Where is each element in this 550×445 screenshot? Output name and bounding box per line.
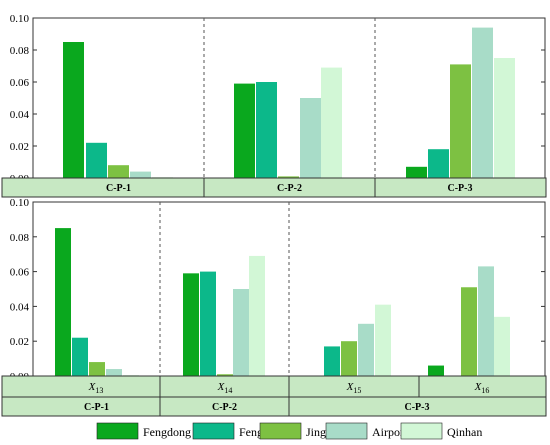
- bar-fengdong: [406, 166, 427, 178]
- bar-airport: [106, 369, 122, 376]
- category-label-sub: 13: [95, 386, 103, 395]
- legend: Fengdong Fengxi Jinghe Airport Qinhan: [96, 422, 482, 440]
- bar-airport: [233, 289, 249, 376]
- group-label: C-P-1: [84, 402, 109, 413]
- category-label-base: X: [346, 381, 355, 393]
- bar-jinghe: [461, 287, 477, 376]
- y-tick-label: 0.02: [10, 336, 29, 348]
- bar-qinhan: [494, 316, 510, 376]
- bar-airport: [300, 98, 321, 178]
- panel-top: 0.000.020.040.060.080.10C-P-1C-P-2C-P-3: [1, 13, 547, 198]
- group-band: [1, 396, 547, 417]
- y-tick-label: 0.04: [10, 109, 30, 121]
- bar-fengdong: [55, 228, 71, 376]
- legend-swatch-airport: [325, 422, 368, 440]
- legend-swatch-fengdong: [96, 422, 139, 440]
- y-tick-label: 0.06: [10, 267, 30, 279]
- bar-jinghe: [89, 362, 105, 376]
- bar-fengdong: [428, 365, 444, 376]
- category-label-base: X: [474, 381, 483, 393]
- category-label-base: X: [217, 381, 226, 393]
- y-tick-label: 0.08: [10, 232, 30, 244]
- bar-fengxi: [428, 149, 449, 178]
- category-label-sub: 16: [481, 386, 489, 395]
- group-label: C-P-1: [106, 183, 131, 194]
- category-label: X13: [88, 381, 104, 395]
- category-band: [1, 375, 547, 398]
- bar-fengxi: [72, 337, 88, 376]
- bar-fengxi: [324, 346, 340, 376]
- bar-qinhan: [321, 67, 342, 178]
- category-label: X16: [474, 381, 490, 395]
- bar-jinghe: [217, 374, 233, 376]
- y-tick-label: 0.10: [10, 197, 30, 209]
- bar-fengdong: [183, 273, 199, 376]
- bar-jinghe: [278, 176, 299, 178]
- bar-airport: [130, 171, 151, 178]
- panel-bottom: 0.000.020.040.060.080.10X13X14X15X16C-P-…: [1, 197, 547, 417]
- bar-airport: [472, 27, 493, 178]
- bar-fengxi: [256, 82, 277, 178]
- category-label-sub: 14: [224, 386, 232, 395]
- bar-airport: [358, 323, 374, 376]
- bar-airport: [478, 266, 494, 376]
- bar-qinhan: [375, 304, 391, 376]
- bar-fengxi: [86, 142, 107, 178]
- bar-jinghe: [108, 165, 129, 178]
- group-label: C-P-2: [277, 183, 302, 194]
- y-tick-label: 0.04: [10, 301, 30, 313]
- group-label: C-P-2: [212, 402, 237, 413]
- group-label: C-P-3: [448, 183, 473, 194]
- category-label: X14: [217, 381, 233, 395]
- category-label-sub: 15: [353, 386, 361, 395]
- legend-swatch-fengxi: [192, 422, 235, 440]
- y-tick-label: 0.08: [10, 45, 30, 57]
- legend-label-airport: Airport: [372, 425, 408, 439]
- bar-fengxi: [200, 271, 216, 376]
- group-band: [1, 177, 547, 198]
- bar-qinhan: [249, 255, 265, 376]
- y-tick-label: 0.10: [10, 13, 30, 25]
- y-tick-label: 0.02: [10, 141, 29, 153]
- bar-qinhan: [494, 58, 515, 178]
- bar-jinghe: [450, 64, 471, 178]
- category-label: X15: [346, 381, 362, 395]
- bar-fengdong: [234, 83, 255, 178]
- legend-label-qinhan: Qinhan: [447, 425, 482, 439]
- bar-jinghe: [341, 341, 357, 376]
- group-label: C-P-3: [405, 402, 430, 413]
- legend-label-fengdong: Fengdong: [143, 425, 191, 439]
- legend-swatch-jinghe: [259, 422, 302, 440]
- y-tick-label: 0.06: [10, 77, 30, 89]
- category-label-base: X: [88, 381, 97, 393]
- bar-fengdong: [63, 42, 84, 178]
- legend-swatch-qinhan: [400, 422, 443, 440]
